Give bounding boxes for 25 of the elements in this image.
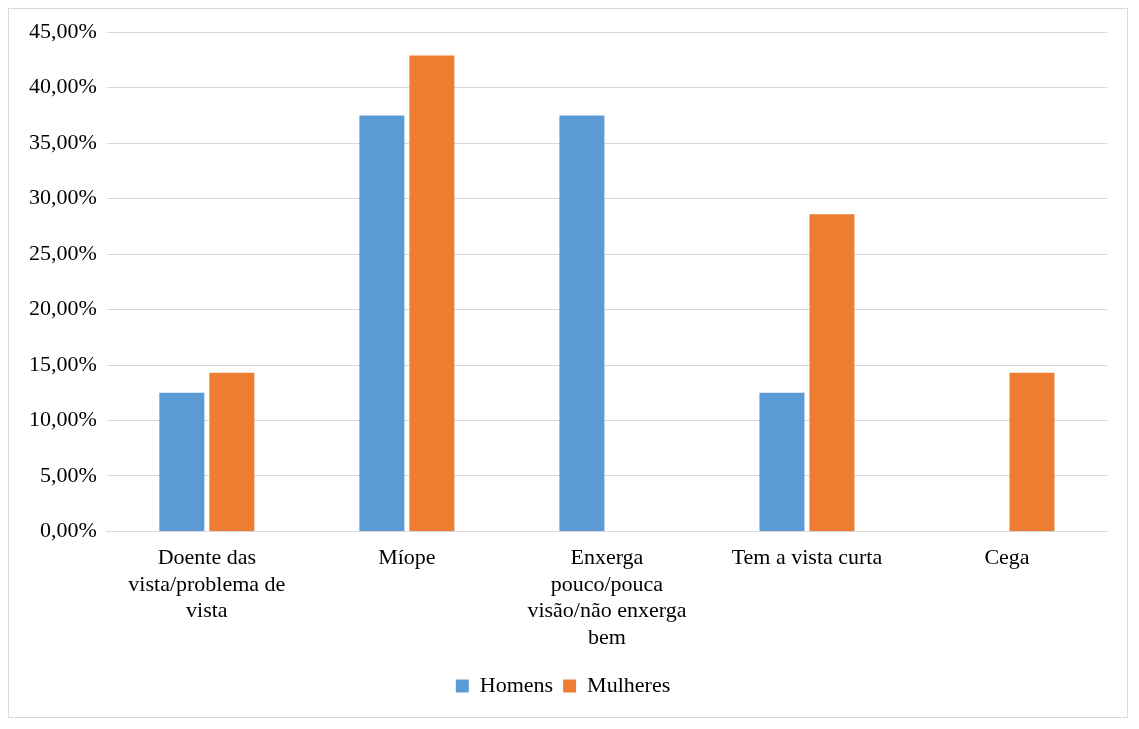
y-tick-label: 30,00% bbox=[29, 184, 97, 210]
y-tick-label: 15,00% bbox=[29, 350, 97, 376]
y-tick-label: 45,00% bbox=[29, 17, 97, 43]
bar bbox=[809, 214, 855, 531]
y-tick-label: 35,00% bbox=[29, 128, 97, 154]
bar bbox=[759, 392, 805, 531]
x-tick-label: Tem a vista curta bbox=[731, 544, 883, 570]
x-tick-label: Míope bbox=[378, 544, 436, 570]
y-tick-label: 25,00% bbox=[29, 239, 97, 265]
x-tick-label: Enxerga pouco/pouca visão/não enxerga bem bbox=[527, 544, 687, 649]
bar bbox=[409, 55, 455, 531]
y-tick-label: 10,00% bbox=[29, 406, 97, 432]
x-tick-label: Doente das vista/problema de vista bbox=[128, 544, 286, 623]
x-tick-label: Cega bbox=[984, 544, 1030, 570]
bar bbox=[559, 115, 605, 531]
bar bbox=[209, 372, 255, 531]
bar bbox=[159, 392, 205, 531]
y-tick-label: 0,00% bbox=[40, 517, 97, 543]
y-tick-label: 20,00% bbox=[29, 295, 97, 321]
y-tick-label: 5,00% bbox=[40, 461, 97, 487]
bar bbox=[359, 115, 405, 531]
legend-label: Mulheres bbox=[587, 671, 671, 697]
bar bbox=[1009, 372, 1055, 531]
legend-label: Homens bbox=[479, 671, 554, 697]
y-tick-label: 40,00% bbox=[29, 73, 97, 99]
